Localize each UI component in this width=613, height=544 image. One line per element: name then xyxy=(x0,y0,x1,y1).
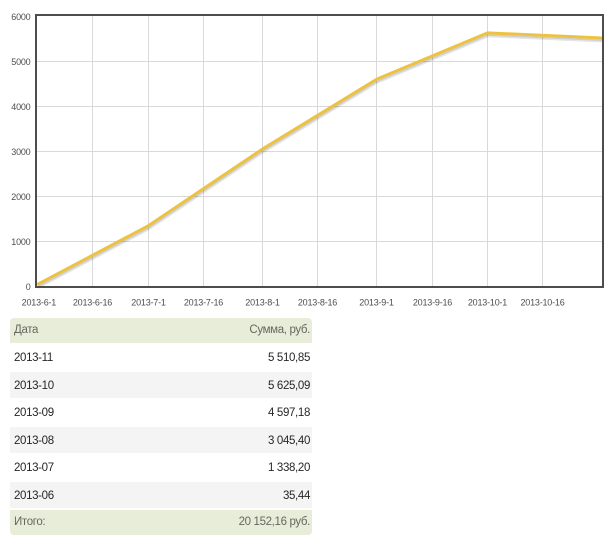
svg-text:4000: 4000 xyxy=(11,102,30,112)
svg-text:2000: 2000 xyxy=(11,192,30,202)
svg-text:2013-8-16: 2013-8-16 xyxy=(298,298,337,308)
svg-text:2013-7-16: 2013-7-16 xyxy=(184,298,223,308)
svg-text:2013-10-16: 2013-10-16 xyxy=(520,298,564,308)
svg-text:2013-6-1: 2013-6-1 xyxy=(22,298,57,308)
svg-text:0: 0 xyxy=(26,282,31,292)
svg-text:2013-7-1: 2013-7-1 xyxy=(131,298,166,308)
svg-text:2013-9-1: 2013-9-1 xyxy=(359,298,394,308)
svg-text:2013-9-16: 2013-9-16 xyxy=(413,298,452,308)
svg-text:6000: 6000 xyxy=(11,12,30,22)
svg-text:2013-6-16: 2013-6-16 xyxy=(73,298,112,308)
svg-text:1000: 1000 xyxy=(11,237,30,247)
svg-text:2013-10-1: 2013-10-1 xyxy=(468,298,507,308)
svg-text:2013-8-1: 2013-8-1 xyxy=(245,298,280,308)
svg-text:5000: 5000 xyxy=(11,57,30,67)
svg-text:3000: 3000 xyxy=(11,147,30,157)
